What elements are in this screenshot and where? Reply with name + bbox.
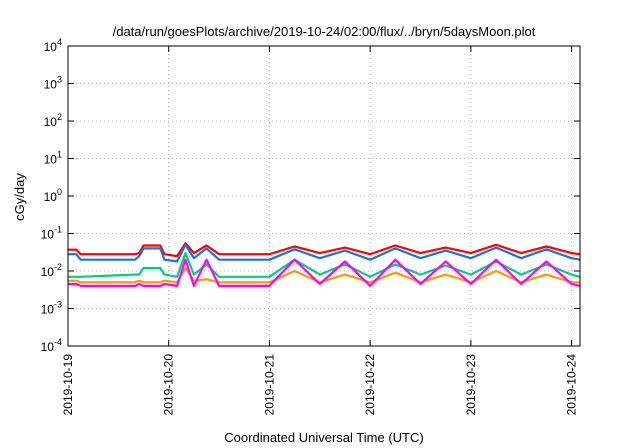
y-tick-label: 101 <box>44 150 62 167</box>
series-line-3 <box>68 252 581 278</box>
x-tick-label: 2019-10-23 <box>464 354 478 416</box>
y-tick-label: 100 <box>44 187 62 204</box>
x-tick-label: 2019-10-22 <box>363 354 377 416</box>
y-axis-label: cGy/day <box>12 173 27 221</box>
x-tick-label: 2019-10-19 <box>61 354 75 416</box>
y-tick-label: 10-2 <box>41 262 62 279</box>
series-line-2 <box>68 243 581 263</box>
y-tick-label: 10-4 <box>41 337 62 354</box>
x-axis-label: Coordinated Universal Time (UTC) <box>224 430 423 445</box>
y-tick-label: 103 <box>44 75 62 92</box>
y-tick-label: 10-3 <box>41 300 62 317</box>
ticks: 10-4 10-3 10-2 10-1 100 101 102 103 104 2019-10-1… <box>41 37 580 415</box>
y-tick-label: 10-1 <box>41 225 62 242</box>
series-line-4 <box>68 266 580 284</box>
y-tick-label: 104 <box>44 37 62 54</box>
series-line-1 <box>68 242 581 258</box>
x-tick-label: 2019-10-20 <box>162 354 176 416</box>
y-tick-label: 102 <box>44 112 62 129</box>
chart-title: /data/run/goesPlots/archive/2019-10-24/0… <box>113 24 536 39</box>
x-tick-label: 2019-10-21 <box>262 354 276 416</box>
series-line-5 <box>68 258 581 287</box>
series-layer <box>68 242 581 287</box>
grid <box>68 46 580 346</box>
x-tick-label: 2019-10-24 <box>565 354 579 416</box>
